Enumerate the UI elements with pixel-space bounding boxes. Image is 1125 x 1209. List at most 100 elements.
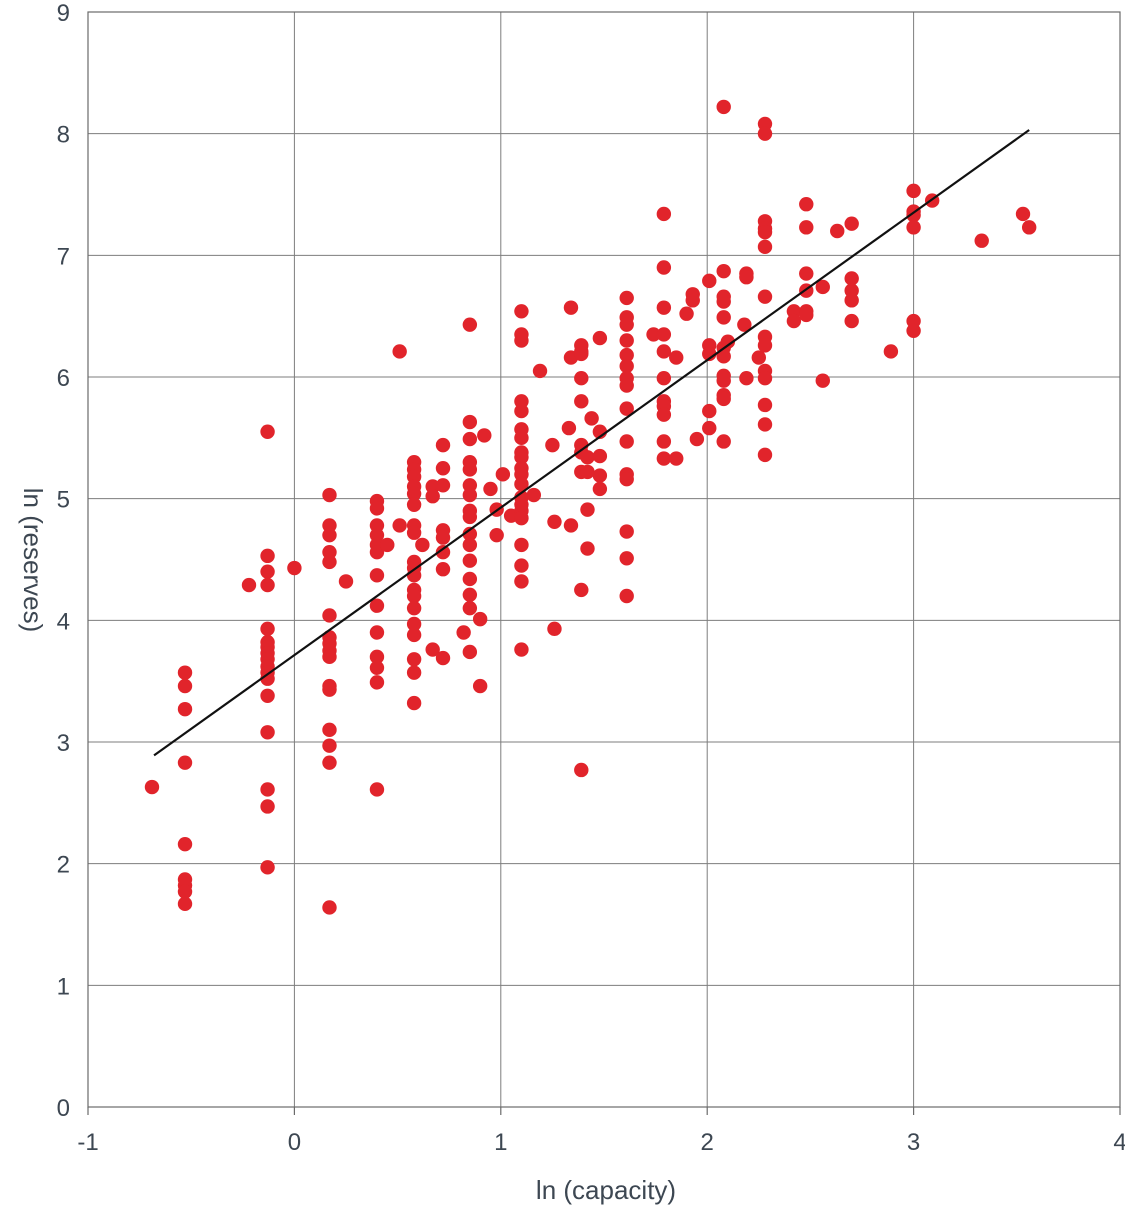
data-point	[369, 649, 385, 665]
data-point	[799, 197, 814, 212]
y-tick-label: 8	[57, 122, 70, 149]
data-point	[369, 568, 385, 583]
data-point	[757, 371, 773, 386]
data-point	[260, 725, 275, 740]
data-point	[716, 99, 731, 115]
data-point	[580, 541, 595, 556]
data-point	[369, 598, 385, 613]
data-point	[619, 378, 634, 393]
x-tick-label: 2	[701, 1129, 714, 1156]
data-point	[619, 317, 634, 332]
data-point	[177, 665, 193, 680]
data-point	[456, 625, 471, 640]
data-point	[287, 560, 302, 576]
data-point	[574, 582, 589, 598]
data-point	[369, 782, 385, 797]
data-point	[619, 401, 634, 416]
data-point	[260, 688, 275, 703]
data-point	[757, 417, 773, 432]
data-point	[260, 577, 275, 593]
data-point	[462, 431, 478, 447]
data-point	[906, 183, 921, 199]
data-point	[406, 695, 422, 711]
data-point	[144, 779, 160, 795]
data-point	[580, 502, 595, 517]
data-point	[547, 514, 562, 529]
data-point	[656, 300, 672, 315]
data-point	[906, 220, 921, 235]
data-point	[322, 900, 337, 915]
data-point	[689, 431, 705, 447]
data-point	[514, 510, 529, 526]
data-point	[619, 551, 634, 566]
data-point	[322, 722, 337, 738]
data-point	[739, 270, 754, 285]
data-point	[574, 346, 589, 362]
data-point	[757, 225, 773, 240]
data-point	[799, 220, 814, 235]
data-point	[526, 487, 542, 503]
y-axis-title: ln (reserves)	[18, 488, 48, 632]
data-point	[799, 307, 814, 323]
data-point	[260, 621, 275, 637]
data-point	[322, 608, 337, 623]
data-point	[177, 896, 193, 912]
y-tick-label: 7	[57, 243, 70, 270]
data-point	[322, 487, 337, 503]
data-point	[757, 397, 773, 413]
data-point	[561, 420, 577, 436]
x-tick-label: 0	[288, 1129, 301, 1156]
data-point	[369, 625, 385, 640]
y-tick-label: 4	[57, 608, 70, 635]
data-point	[737, 317, 752, 332]
data-point	[656, 407, 672, 422]
data-point	[574, 762, 589, 778]
data-point	[592, 481, 608, 497]
data-point	[844, 271, 859, 286]
data-point	[669, 350, 684, 365]
data-point	[369, 501, 385, 516]
data-point	[472, 611, 488, 627]
tick-labels: -1 0 1 2 3 4 0 1 2 3 4 5 6 7 8 9	[57, 0, 1125, 1156]
data-point	[580, 450, 595, 465]
data-point	[514, 430, 529, 446]
data-point	[477, 428, 492, 443]
data-point	[619, 434, 634, 449]
data-point	[720, 334, 736, 349]
data-point	[369, 675, 385, 690]
data-point	[483, 481, 498, 497]
data-point	[716, 391, 731, 407]
y-tick-label: 2	[57, 852, 70, 879]
data-point	[563, 518, 579, 533]
data-point	[514, 333, 529, 348]
data-point	[646, 327, 661, 342]
data-point	[462, 462, 478, 477]
data-point	[322, 738, 337, 753]
data-point	[716, 373, 731, 388]
data-point	[380, 537, 395, 553]
data-point	[462, 644, 478, 660]
data-point	[906, 207, 921, 223]
data-point	[406, 497, 422, 512]
data-point	[844, 293, 859, 308]
data-point	[514, 558, 529, 573]
data-point	[260, 860, 275, 875]
data-point	[406, 665, 422, 680]
data-point	[435, 562, 451, 577]
plot-frame	[87, 11, 1121, 1115]
data-point	[830, 223, 845, 239]
data-point	[514, 450, 529, 465]
data-point	[260, 424, 275, 439]
data-point	[574, 394, 589, 409]
data-point	[716, 434, 731, 449]
data-point	[462, 526, 478, 542]
data-point	[406, 600, 422, 616]
data-point	[702, 403, 717, 419]
data-point	[702, 273, 717, 289]
data-point	[472, 678, 488, 694]
data-point	[1021, 220, 1037, 235]
data-point	[619, 290, 634, 306]
y-tick-label: 3	[57, 730, 70, 757]
data-point	[462, 600, 478, 616]
